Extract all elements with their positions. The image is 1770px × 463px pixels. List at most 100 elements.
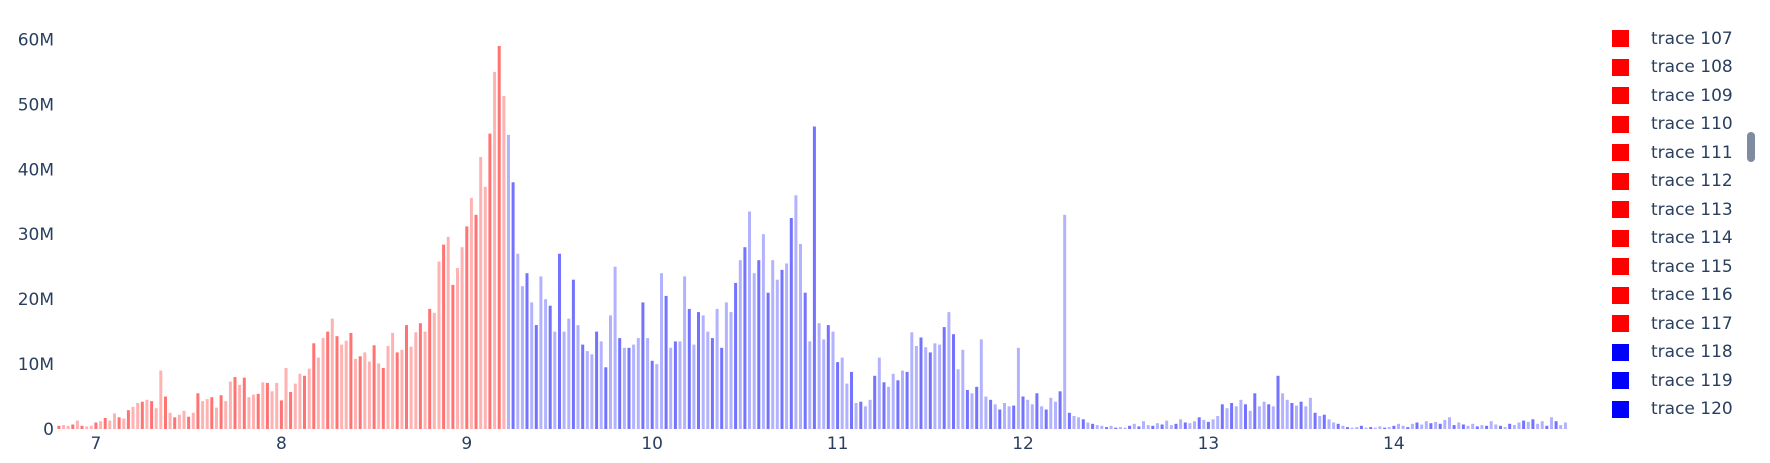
bar[interactable] <box>965 390 969 429</box>
bar[interactable] <box>669 347 673 429</box>
bar[interactable] <box>1091 423 1095 429</box>
bar[interactable] <box>1420 424 1424 430</box>
bar[interactable] <box>1526 421 1530 429</box>
bar[interactable] <box>544 299 548 429</box>
bar[interactable] <box>265 382 269 429</box>
bar[interactable] <box>1197 417 1201 429</box>
bar[interactable] <box>1253 393 1257 429</box>
bar[interactable] <box>1290 403 1294 429</box>
bar[interactable] <box>636 338 640 429</box>
bar[interactable] <box>933 343 937 429</box>
bar[interactable] <box>938 344 942 429</box>
legend-item[interactable]: trace 115 <box>1600 253 1740 281</box>
bar[interactable] <box>409 346 413 429</box>
bar[interactable] <box>1295 405 1298 429</box>
bar[interactable] <box>1285 399 1289 429</box>
bar[interactable] <box>887 386 891 429</box>
bar[interactable] <box>771 260 775 429</box>
bar[interactable] <box>1007 406 1011 429</box>
bar[interactable] <box>1044 409 1048 430</box>
bar[interactable] <box>451 284 455 429</box>
bar[interactable] <box>766 292 770 429</box>
bar[interactable] <box>1503 427 1507 429</box>
bar[interactable] <box>210 397 214 429</box>
bar[interactable] <box>71 424 75 430</box>
bar[interactable] <box>446 236 450 429</box>
bar[interactable] <box>312 343 316 429</box>
bar[interactable] <box>961 349 965 429</box>
bar[interactable] <box>321 338 325 429</box>
bar[interactable] <box>1429 423 1433 429</box>
bar[interactable] <box>89 425 93 429</box>
bar[interactable] <box>1443 419 1447 429</box>
bar[interactable] <box>1536 423 1540 429</box>
bar[interactable] <box>219 395 223 429</box>
bar[interactable] <box>1392 425 1396 429</box>
bar[interactable] <box>201 401 205 429</box>
legend-item[interactable]: trace 110 <box>1600 110 1740 138</box>
bar[interactable] <box>456 268 459 429</box>
bar[interactable] <box>553 331 557 429</box>
bar[interactable] <box>1193 421 1196 429</box>
bar[interactable] <box>182 410 186 429</box>
bar[interactable] <box>1216 416 1220 429</box>
legend-item[interactable]: trace 120 <box>1600 395 1740 423</box>
bar[interactable] <box>1531 419 1535 429</box>
bar[interactable] <box>460 247 464 429</box>
bar[interactable] <box>363 352 367 429</box>
bar[interactable] <box>914 345 918 429</box>
legend-item[interactable]: trace 113 <box>1600 196 1740 224</box>
bar[interactable] <box>799 244 802 429</box>
bar[interactable] <box>488 133 492 429</box>
bar[interactable] <box>1276 375 1280 429</box>
bar[interactable] <box>1327 419 1331 429</box>
bar[interactable] <box>344 340 348 429</box>
bar[interactable] <box>678 341 682 429</box>
bar[interactable] <box>817 323 821 429</box>
bar[interactable] <box>590 354 594 429</box>
bar[interactable] <box>710 338 714 429</box>
bar[interactable] <box>632 344 636 429</box>
bar[interactable] <box>381 368 385 429</box>
bar[interactable] <box>1262 401 1266 429</box>
bar[interactable] <box>507 134 510 429</box>
legend-item[interactable]: trace 114 <box>1600 224 1740 252</box>
bar[interactable] <box>423 331 427 429</box>
bar[interactable] <box>372 345 376 429</box>
bar[interactable] <box>808 341 812 429</box>
bar[interactable] <box>108 420 112 429</box>
bar[interactable] <box>622 347 626 429</box>
bar[interactable] <box>1072 416 1076 429</box>
bar[interactable] <box>697 312 700 429</box>
bar[interactable] <box>497 46 501 429</box>
bar[interactable] <box>530 302 534 429</box>
bar[interactable] <box>126 410 130 429</box>
bar[interactable] <box>1081 419 1085 429</box>
bar[interactable] <box>1183 422 1187 430</box>
bar[interactable] <box>228 381 232 429</box>
bar[interactable] <box>724 302 728 429</box>
bar[interactable] <box>377 363 381 429</box>
bar[interactable] <box>1040 406 1044 429</box>
bar[interactable] <box>1067 412 1071 429</box>
bar[interactable] <box>479 157 483 429</box>
bar[interactable] <box>1341 425 1345 429</box>
bar[interactable] <box>604 367 608 429</box>
bar[interactable] <box>303 375 306 429</box>
bar[interactable] <box>1471 423 1475 429</box>
bar[interactable] <box>400 349 404 429</box>
bar[interactable] <box>367 361 371 430</box>
bar[interactable] <box>854 403 858 429</box>
bar[interactable] <box>1160 424 1164 430</box>
bar[interactable] <box>613 266 617 429</box>
bar[interactable] <box>474 214 478 429</box>
bar[interactable] <box>1438 423 1442 429</box>
bar[interactable] <box>252 394 255 429</box>
bar[interactable] <box>896 380 900 429</box>
bar[interactable] <box>877 357 881 429</box>
bar[interactable] <box>789 218 793 429</box>
bar[interactable] <box>1021 396 1025 430</box>
bar[interactable] <box>1517 422 1521 430</box>
bar[interactable] <box>238 384 242 429</box>
bar[interactable] <box>1299 401 1303 429</box>
